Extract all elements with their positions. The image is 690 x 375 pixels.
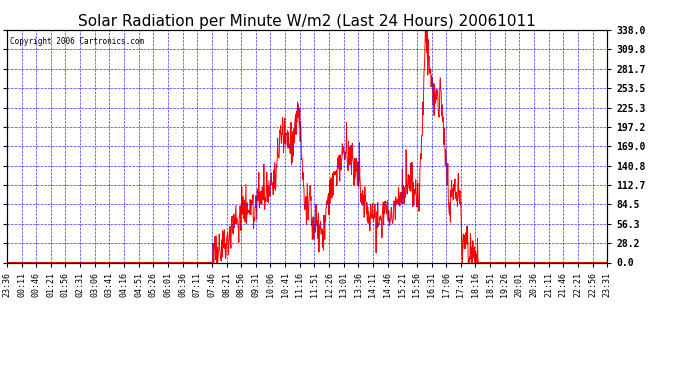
- Text: Copyright 2006 Cartronics.com: Copyright 2006 Cartronics.com: [10, 37, 144, 46]
- Title: Solar Radiation per Minute W/m2 (Last 24 Hours) 20061011: Solar Radiation per Minute W/m2 (Last 24…: [78, 14, 536, 29]
